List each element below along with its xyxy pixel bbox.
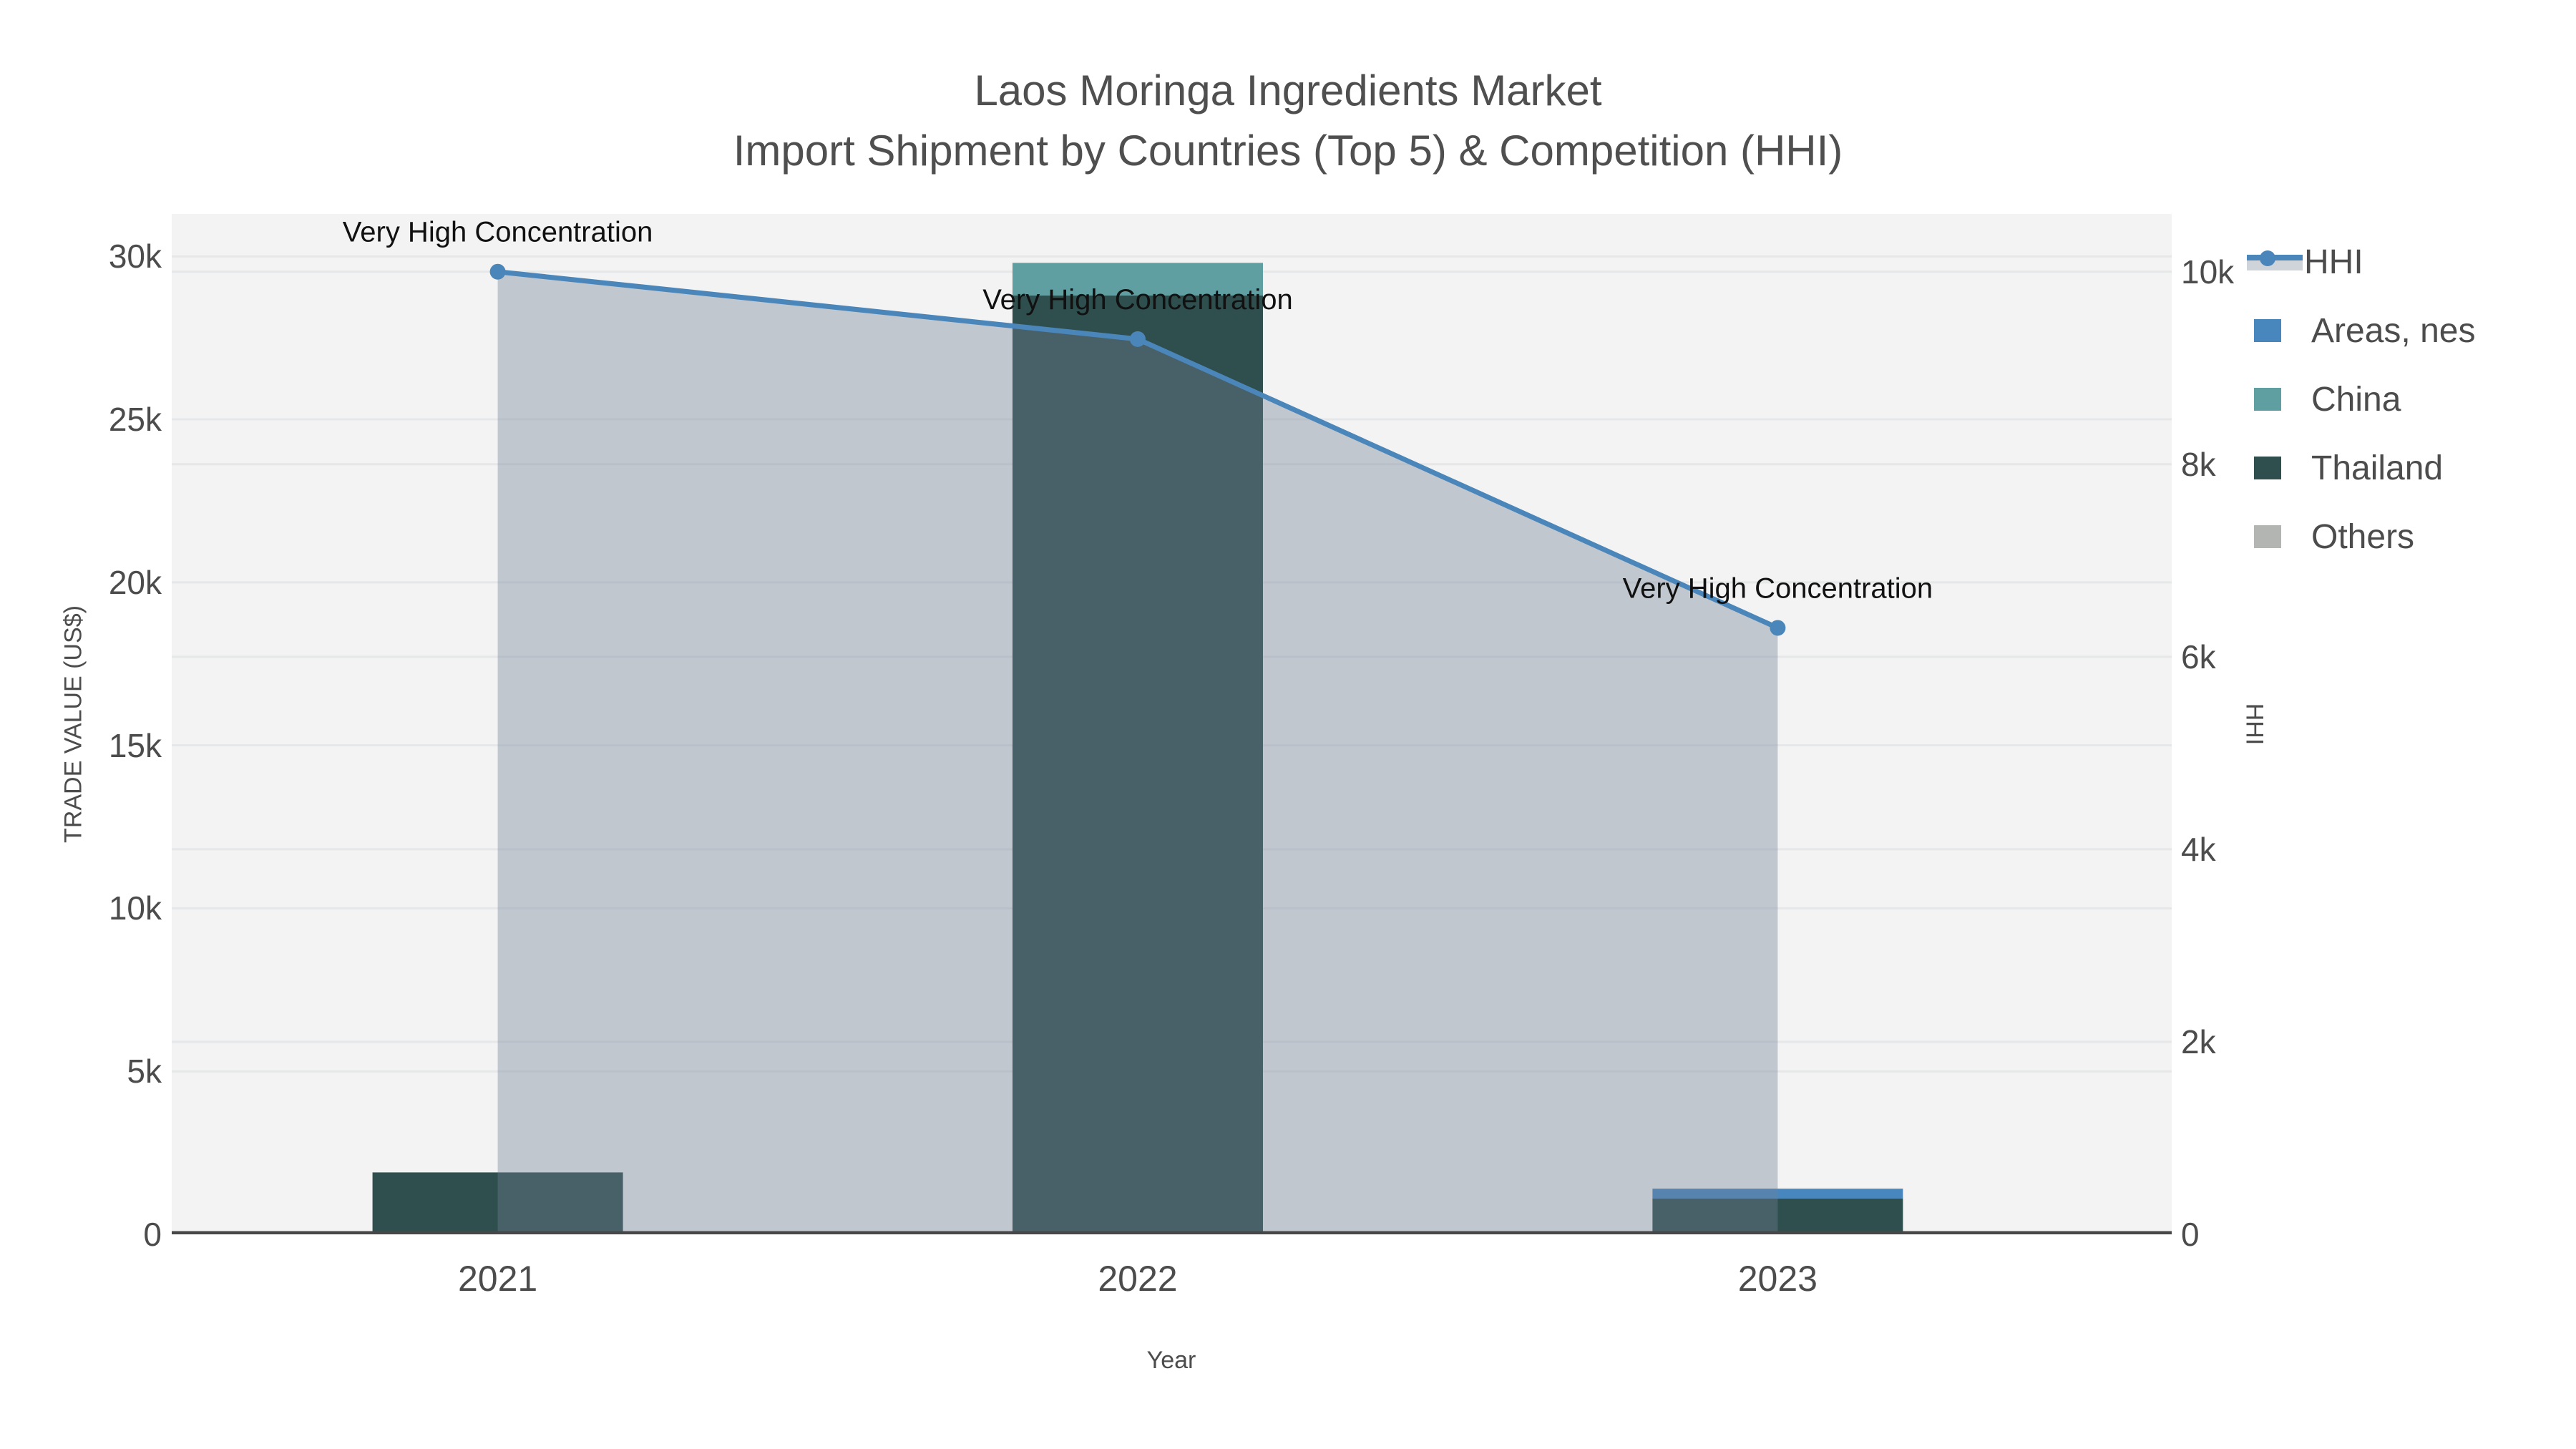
china-swatch-icon [2254,388,2281,411]
bar-china-2022 [1012,263,1263,296]
bar-thailand-2021 [372,1172,623,1234]
right-tick-6k: 6k [2181,638,2216,675]
bar-areas-nes-2023 [1652,1189,1903,1199]
left-tick-30k: 30k [108,238,162,275]
legend-label: Others [2311,517,2415,556]
hhi-marker-2023 [1770,620,1786,636]
legend-label: Thailand [2311,449,2444,487]
hhi-area-fill [497,271,1778,1234]
left-tick-25k: 25k [108,401,162,439]
legend: HHI Areas, nes China Thailand Others [2247,228,2569,571]
others-swatch-icon [2254,525,2281,548]
areas-nes-swatch-icon [2254,319,2281,342]
bar-thailand-2023 [1652,1198,1903,1234]
hhi-line-marker-icon [2247,250,2303,273]
annotation-2021: Very High Concentration [343,217,653,248]
x-tick-2023: 2023 [1737,1259,1818,1299]
x-axis-title: Year [1146,1347,1196,1374]
right-tick-2k: 2k [2181,1023,2216,1060]
legend-label: Areas, nes [2311,311,2476,350]
plot-area: Very High Concentration Very High Concent… [172,214,2172,1234]
annotation-2023: Very High Concentration [1623,572,1933,604]
legend-item-hhi[interactable]: HHI [2247,228,2569,296]
hhi-marker-2022 [1129,331,1146,347]
left-tick-0: 0 [143,1216,162,1253]
chart-title-line2: Import Shipment by Countries (Top 5) & C… [733,127,1843,175]
left-tick-10k: 10k [108,889,162,927]
right-tick-4k: 4k [2181,830,2216,868]
right-tick-0: 0 [2181,1216,2200,1253]
bar-thailand-2022 [1012,295,1263,1234]
left-tick-5k: 5k [127,1053,162,1091]
annotation-2022: Very High Concentration [982,284,1293,316]
x-tick-2022: 2022 [1098,1259,1178,1299]
x-tick-2021: 2021 [457,1259,538,1299]
hhi-marker-2021 [489,263,506,280]
legend-label: China [2311,380,2401,419]
thailand-swatch-icon [2254,457,2281,479]
right-tick-10k: 10k [2181,253,2235,291]
legend-item-others[interactable]: Others [2247,502,2569,571]
legend-item-areas-nes[interactable]: Areas, nes [2247,296,2569,365]
right-tick-8k: 8k [2181,445,2216,483]
legend-label: HHI [2304,243,2363,281]
legend-item-thailand[interactable]: Thailand [2247,434,2569,502]
chart-title-line1: Laos Moringa Ingredients Market [974,67,1602,114]
right-axis-title: HHI [2240,703,2268,746]
legend-item-china[interactable]: China [2247,365,2569,434]
left-axis-title: TRADE VALUE (US$) [59,605,87,843]
left-tick-20k: 20k [108,563,162,601]
left-tick-15k: 15k [108,726,162,764]
